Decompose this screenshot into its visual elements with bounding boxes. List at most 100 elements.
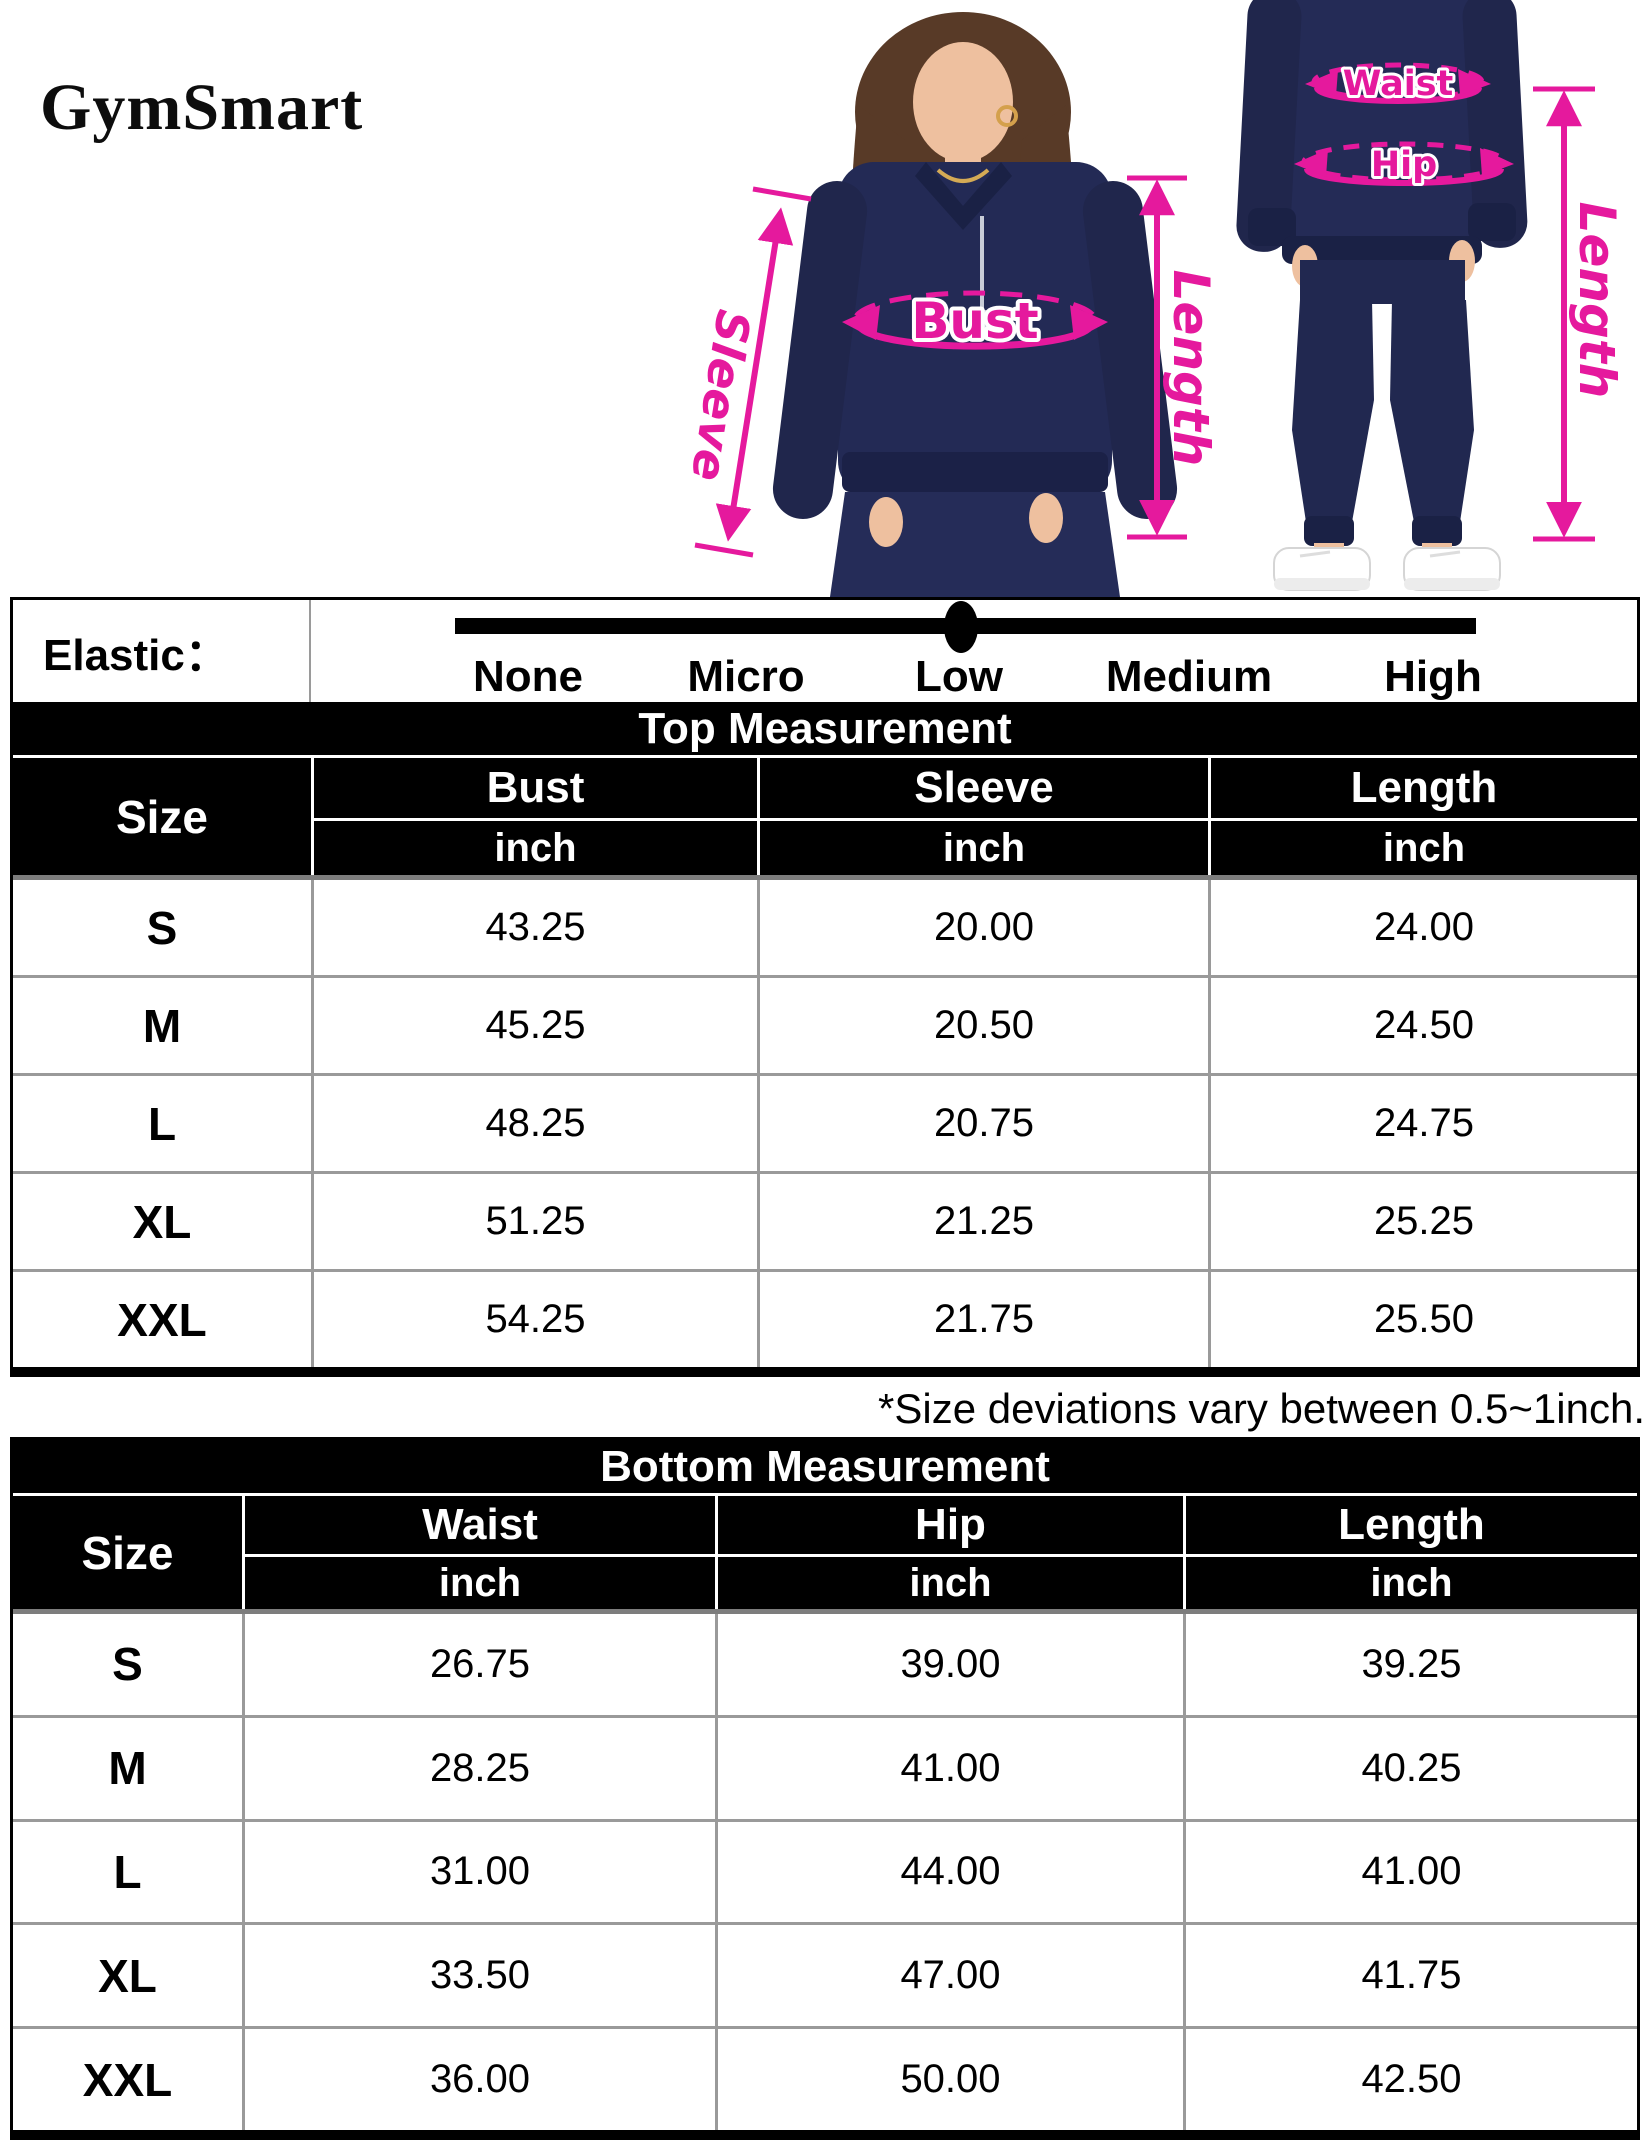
col-sleeve: Sleeve: [757, 758, 1208, 818]
size-cell-xl: XL: [98, 1949, 157, 2002]
elastic-row: Elastic： None Micro Low Medium High: [13, 600, 1637, 702]
sleeve-label: Sleeve: [681, 306, 761, 485]
table-row: L 48.25 20.75 24.75: [13, 1073, 1637, 1171]
col-bust: Bust: [311, 758, 757, 818]
unit-hip: inch: [715, 1554, 1183, 1609]
size-cell-s: S: [146, 901, 178, 954]
elastic-option-high: High: [1384, 652, 1482, 701]
cell: 54.25: [311, 1272, 757, 1367]
earring: [996, 105, 1018, 127]
cell: 48.25: [311, 1076, 757, 1171]
cell: 24.75: [1208, 1076, 1637, 1171]
size-cell-l: L: [113, 1845, 142, 1898]
hip-annotation: Hip: [1294, 141, 1514, 188]
product-photos: Sleeve Bust Length Waist: [681, 0, 1626, 597]
bust-label: Bust: [911, 292, 1038, 350]
size-deviation-note: *Size deviations vary between 0.5~1inch.: [878, 1385, 1645, 1432]
cell: 24.50: [1208, 978, 1637, 1073]
bottom-length-label: Length: [1568, 202, 1626, 399]
top-table-body: S 43.25 20.00 24.00 M 45.25 20.50 24.50 …: [13, 880, 1637, 1367]
cell: 24.00: [1208, 880, 1637, 975]
size-cell-m: M: [108, 1742, 147, 1795]
collar: [915, 162, 1012, 230]
unit-length: inch: [1183, 1554, 1637, 1609]
cell: 42.50: [1183, 2029, 1637, 2130]
size-header: Size: [81, 1526, 174, 1579]
cell: 45.25: [311, 978, 757, 1073]
unit-length: inch: [1208, 818, 1637, 875]
unit-sleeve: inch: [757, 818, 1208, 875]
cell: 25.25: [1208, 1174, 1637, 1269]
brand-logo: GymSmart: [40, 71, 364, 144]
cell: 36.00: [242, 2029, 715, 2130]
elastic-slider: None Micro Low Medium High: [311, 600, 1637, 702]
table-row: XXL 36.00 50.00 42.50: [13, 2026, 1637, 2130]
cell: 51.25: [311, 1174, 757, 1269]
bottom-table-title: Bottom Measurement: [13, 1440, 1637, 1496]
cell: 20.00: [757, 880, 1208, 975]
cell: 41.00: [715, 1717, 1183, 1819]
size-cell-s: S: [112, 1638, 143, 1691]
cell: 26.75: [242, 1614, 715, 1715]
top-table-title: Top Measurement: [13, 702, 1637, 758]
table-row: S 43.25 20.00 24.00: [13, 880, 1637, 975]
cell: 39.25: [1183, 1614, 1637, 1715]
cell: 21.25: [757, 1174, 1208, 1269]
slider-thumb: [944, 601, 978, 653]
top-length-annotation: Length: [1127, 175, 1220, 540]
col-length: Length: [1208, 758, 1637, 818]
top-length-label: Length: [1162, 270, 1220, 467]
cell: 28.25: [242, 1717, 715, 1819]
size-cell-xl: XL: [132, 1195, 192, 1248]
cell: 41.75: [1183, 1925, 1637, 2027]
col-waist: Waist: [242, 1496, 715, 1554]
cell: 40.25: [1183, 1717, 1637, 1819]
col-hip: Hip: [715, 1496, 1183, 1554]
cell: 50.00: [715, 2029, 1183, 2130]
table-row: L 31.00 44.00 41.00: [13, 1818, 1637, 1923]
elastic-option-low: Low: [915, 652, 1003, 701]
top-measurement-table: Elastic： None Micro Low Medium High Top …: [10, 597, 1640, 1377]
elastic-label: Elastic：: [13, 600, 311, 702]
table-row: XL 51.25 21.25 25.25: [13, 1171, 1637, 1269]
bottom-table-header: Size Waist Hip Length inch inch inch: [13, 1496, 1637, 1614]
col-length: Length: [1183, 1496, 1637, 1554]
bottom-length-annotation: Length: [1533, 86, 1626, 542]
cell: 33.50: [242, 1925, 715, 2027]
bust-annotation: Bust: [842, 288, 1108, 354]
sneakers: [1273, 547, 1501, 591]
table-row: XXL 54.25 21.75 25.50: [13, 1269, 1637, 1367]
necklace: [936, 168, 990, 183]
cell: 21.75: [757, 1272, 1208, 1367]
unit-waist: inch: [242, 1554, 715, 1609]
top-table-header: Size Bust Sleeve Length inch inch inch: [13, 758, 1637, 880]
cell: 47.00: [715, 1925, 1183, 2027]
table-row: M 28.25 41.00 40.25: [13, 1714, 1637, 1819]
cell: 39.00: [715, 1614, 1183, 1715]
size-header: Size: [115, 790, 209, 843]
table-row: S 26.75 39.00 39.25: [13, 1614, 1637, 1715]
cell: 43.25: [311, 880, 757, 975]
bottom-measurement-table: Bottom Measurement Size Waist Hip Length…: [10, 1437, 1640, 2140]
waist-label: Waist: [1343, 64, 1454, 104]
cell: 20.75: [757, 1076, 1208, 1171]
size-cell-xxl: XXL: [82, 2053, 173, 2106]
cell: 20.50: [757, 978, 1208, 1073]
elastic-option-none: None: [473, 652, 583, 701]
size-cell-xxl: XXL: [117, 1293, 207, 1346]
cell: 44.00: [715, 1821, 1183, 1923]
waist-annotation: Waist: [1305, 61, 1491, 107]
right-product-photo: [1236, 0, 1528, 591]
hip-label: Hip: [1371, 145, 1437, 185]
size-cell-m: M: [142, 999, 182, 1052]
cell: 41.00: [1183, 1821, 1637, 1923]
cell: 31.00: [242, 1821, 715, 1923]
table-row: XL 33.50 47.00 41.75: [13, 1922, 1637, 2027]
elastic-option-micro: Micro: [687, 652, 805, 701]
bottom-table-body: S 26.75 39.00 39.25 M 28.25 41.00 40.25 …: [13, 1614, 1637, 2130]
cell: 25.50: [1208, 1272, 1637, 1367]
elastic-option-medium: Medium: [1105, 652, 1273, 701]
size-cell-l: L: [147, 1097, 177, 1150]
table-row: M 45.25 20.50 24.50: [13, 975, 1637, 1073]
